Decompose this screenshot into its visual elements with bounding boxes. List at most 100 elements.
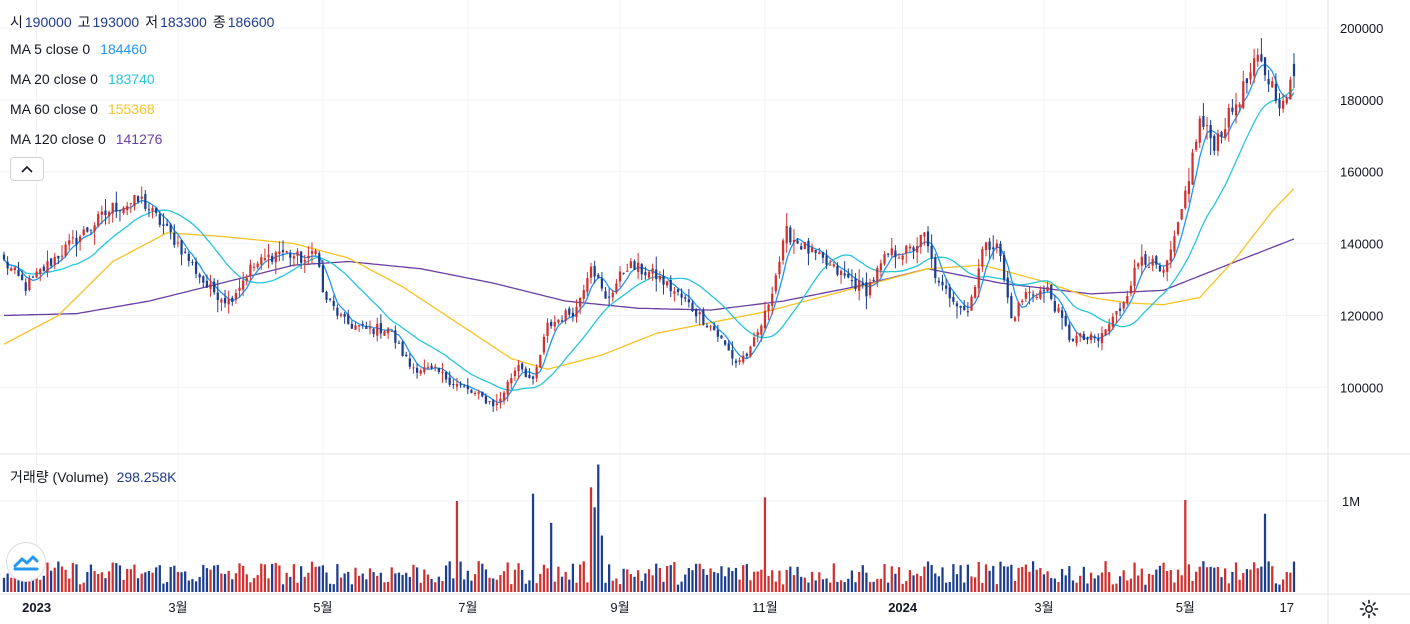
volume-bar xyxy=(408,576,411,592)
volume-bar xyxy=(93,571,96,592)
volume-bar xyxy=(966,564,969,592)
volume-bar xyxy=(923,566,926,592)
candle-body xyxy=(463,386,466,388)
volume-bar xyxy=(390,567,393,592)
volume-bar xyxy=(379,572,382,592)
candle-body xyxy=(890,248,893,256)
volume-bar xyxy=(31,577,35,592)
ma60-label: MA 60 close 0 xyxy=(10,101,98,117)
candle-body xyxy=(763,310,767,329)
volume-bar xyxy=(528,580,531,592)
volume-bar xyxy=(1097,575,1100,592)
ohlc-label: 종 xyxy=(212,14,226,30)
time-tick-label: 5월 xyxy=(1176,600,1195,615)
volume-label: 거래량 (Volume) xyxy=(10,469,109,485)
volume-bar xyxy=(477,561,480,592)
candle-body xyxy=(57,255,60,259)
volume-bar xyxy=(86,571,89,592)
candle-body xyxy=(600,278,604,289)
collapse-legend-button[interactable] xyxy=(10,157,44,181)
volume-bar xyxy=(354,567,357,592)
volume-bar xyxy=(332,584,335,592)
volume-bar xyxy=(6,573,9,592)
candle-body xyxy=(676,289,680,292)
candle-body xyxy=(629,261,633,269)
volume-bar xyxy=(198,576,201,592)
candle-body xyxy=(912,247,915,251)
time-tick-label: 9월 xyxy=(610,600,629,615)
candle-body xyxy=(937,280,941,283)
volume-bar xyxy=(1224,568,1227,592)
volume-bar xyxy=(223,573,227,592)
volume-bar xyxy=(372,572,375,592)
candle-body xyxy=(347,314,350,324)
volume-bar xyxy=(281,584,285,592)
price-tick-label: 180000 xyxy=(1340,93,1383,108)
candle-body xyxy=(267,254,270,258)
candle-body xyxy=(383,331,386,336)
candle-body xyxy=(1191,152,1194,185)
volume-bar xyxy=(256,575,259,592)
volume-bar xyxy=(995,584,998,592)
volume-bar xyxy=(267,578,270,592)
candle-body xyxy=(1198,118,1201,143)
volume-bar xyxy=(213,565,216,592)
candle-body xyxy=(111,202,114,214)
volume-bar xyxy=(205,568,209,592)
volume-bar xyxy=(426,574,430,592)
volume-bar xyxy=(499,575,502,592)
volume-bar xyxy=(1263,513,1267,592)
price-tick-label: 140000 xyxy=(1340,237,1383,252)
candle-body xyxy=(800,246,803,250)
candle-body xyxy=(339,314,343,316)
volume-bar xyxy=(53,567,56,592)
volume-bar xyxy=(734,567,738,592)
candle-body xyxy=(477,392,480,394)
volume-bar xyxy=(357,575,361,592)
volume-bar xyxy=(1227,583,1230,592)
tradingview-logo-icon[interactable] xyxy=(7,543,45,581)
candle-body xyxy=(611,292,614,298)
candle-body xyxy=(408,358,411,367)
volume-bar xyxy=(702,569,705,592)
candle-body xyxy=(6,261,9,269)
volume-bar xyxy=(916,573,919,592)
volume-bar xyxy=(836,581,839,592)
candle-body xyxy=(394,330,397,343)
candle-body xyxy=(506,381,509,395)
volume-bar xyxy=(430,578,433,592)
volume-bar xyxy=(1195,571,1198,592)
volume-bar xyxy=(495,579,498,592)
candle-body xyxy=(1075,335,1078,344)
volume-bar xyxy=(1176,569,1180,592)
volume-bar xyxy=(1205,567,1209,592)
candle-body xyxy=(78,236,82,242)
ohlc-value: 193000 xyxy=(92,14,140,30)
candle-body xyxy=(390,330,393,332)
settings-gear-icon[interactable] xyxy=(1356,596,1382,622)
volume-bar xyxy=(1111,584,1114,592)
candle-body xyxy=(227,298,230,305)
candle-body xyxy=(531,376,535,379)
volume-bar xyxy=(698,563,701,592)
candle-body xyxy=(521,363,524,370)
ohlc-value: 183300 xyxy=(160,14,207,30)
volume-bar xyxy=(42,575,45,592)
volume-bar xyxy=(423,569,426,592)
volume-bar xyxy=(1253,562,1256,592)
candle-body xyxy=(963,306,966,311)
candle-body xyxy=(473,392,477,395)
volume-bar xyxy=(303,576,306,592)
volume-bar xyxy=(336,564,339,592)
candle-body xyxy=(705,325,709,328)
candle-body xyxy=(673,291,676,294)
ma20-value: 183740 xyxy=(107,71,155,87)
candle-body xyxy=(945,285,948,289)
volume-bar xyxy=(1079,575,1082,592)
volume-bar xyxy=(466,570,469,592)
candle-body xyxy=(1162,269,1165,273)
candle-body xyxy=(466,385,469,390)
candle-body xyxy=(517,364,520,372)
volume-bar xyxy=(604,582,607,592)
